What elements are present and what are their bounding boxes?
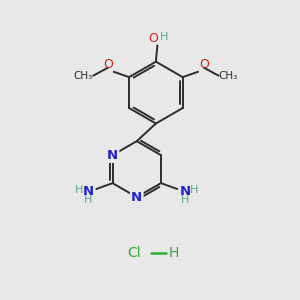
Text: N: N [83, 185, 94, 199]
Text: H: H [190, 184, 198, 195]
Text: N: N [107, 149, 118, 162]
Text: H: H [75, 184, 84, 195]
Text: Cl: Cl [127, 246, 141, 260]
Text: N: N [131, 190, 142, 204]
Text: H: H [168, 246, 179, 260]
Text: CH₃: CH₃ [219, 71, 238, 81]
Text: H: H [84, 195, 93, 205]
Text: O: O [103, 58, 113, 71]
Text: O: O [199, 58, 209, 71]
Text: H: H [181, 195, 189, 205]
Text: H: H [160, 32, 168, 42]
Text: N: N [180, 185, 191, 199]
Text: CH₃: CH₃ [74, 71, 93, 81]
Text: O: O [148, 32, 158, 45]
